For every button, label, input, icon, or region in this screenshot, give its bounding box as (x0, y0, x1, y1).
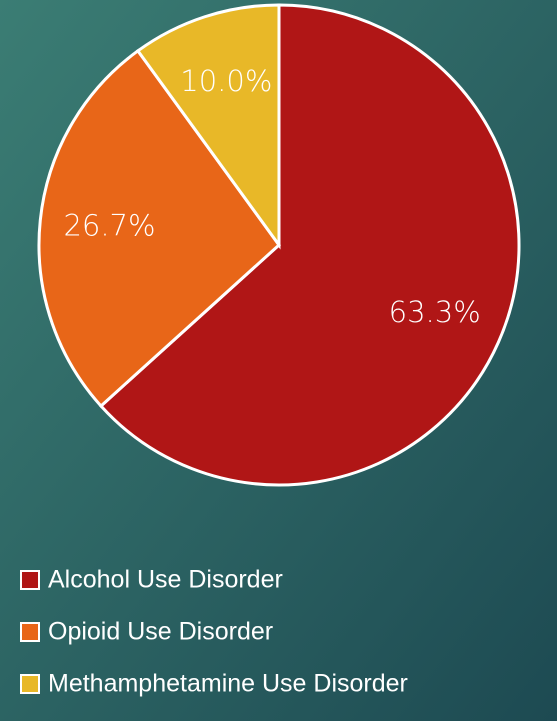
data-label: 26.7% (63, 208, 155, 242)
legend-swatch (20, 622, 40, 642)
legend-label: Alcohol Use Disorder (48, 566, 283, 594)
legend-swatch (20, 674, 40, 694)
pie-slice (98, 3, 521, 487)
data-label: 63.3% (389, 295, 481, 329)
pie-slice (135, 3, 281, 250)
data-label: 10.0% (180, 64, 272, 98)
legend-label: Opioid Use Disorder (48, 618, 273, 646)
legend-label: Methamphetamine Use Disorder (48, 670, 408, 698)
legend-swatch (20, 570, 40, 590)
pie-slice (37, 48, 282, 409)
